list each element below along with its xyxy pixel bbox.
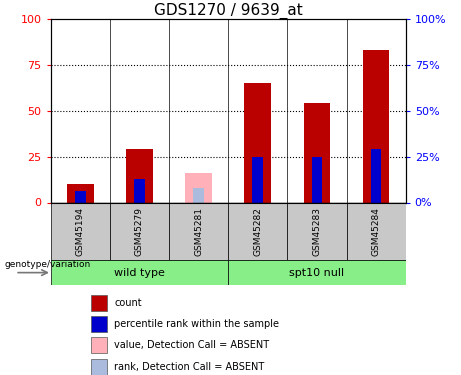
- Text: spt10 null: spt10 null: [290, 268, 344, 278]
- Text: value, Detection Call = ABSENT: value, Detection Call = ABSENT: [114, 340, 269, 350]
- Text: GSM45283: GSM45283: [313, 207, 321, 256]
- Bar: [91, 359, 107, 375]
- Text: wild type: wild type: [114, 268, 165, 278]
- Bar: [51, 260, 228, 285]
- Bar: [169, 202, 228, 260]
- Text: GSM45279: GSM45279: [135, 207, 144, 256]
- Bar: [91, 295, 107, 311]
- Bar: [91, 316, 107, 332]
- Bar: [347, 202, 406, 260]
- Bar: [134, 178, 145, 203]
- Bar: [312, 157, 322, 203]
- Title: GDS1270 / 9639_at: GDS1270 / 9639_at: [154, 3, 302, 19]
- Text: GSM45284: GSM45284: [372, 207, 381, 256]
- Bar: [363, 50, 390, 202]
- Bar: [304, 103, 330, 202]
- Bar: [228, 202, 287, 260]
- Bar: [110, 202, 169, 260]
- Bar: [253, 157, 263, 203]
- Bar: [228, 260, 406, 285]
- Bar: [91, 337, 107, 353]
- Bar: [193, 188, 204, 202]
- Bar: [75, 192, 86, 202]
- Text: GSM45282: GSM45282: [253, 207, 262, 256]
- Text: rank, Detection Call = ABSENT: rank, Detection Call = ABSENT: [114, 362, 265, 372]
- Bar: [67, 184, 94, 203]
- Text: genotype/variation: genotype/variation: [5, 260, 91, 269]
- Bar: [51, 202, 110, 260]
- Text: GSM45194: GSM45194: [76, 207, 85, 256]
- Text: count: count: [114, 298, 142, 308]
- Text: percentile rank within the sample: percentile rank within the sample: [114, 319, 279, 329]
- Bar: [371, 149, 381, 202]
- Bar: [185, 173, 212, 202]
- Bar: [244, 83, 271, 203]
- Text: GSM45281: GSM45281: [194, 207, 203, 256]
- Bar: [287, 202, 347, 260]
- Bar: [126, 149, 153, 202]
